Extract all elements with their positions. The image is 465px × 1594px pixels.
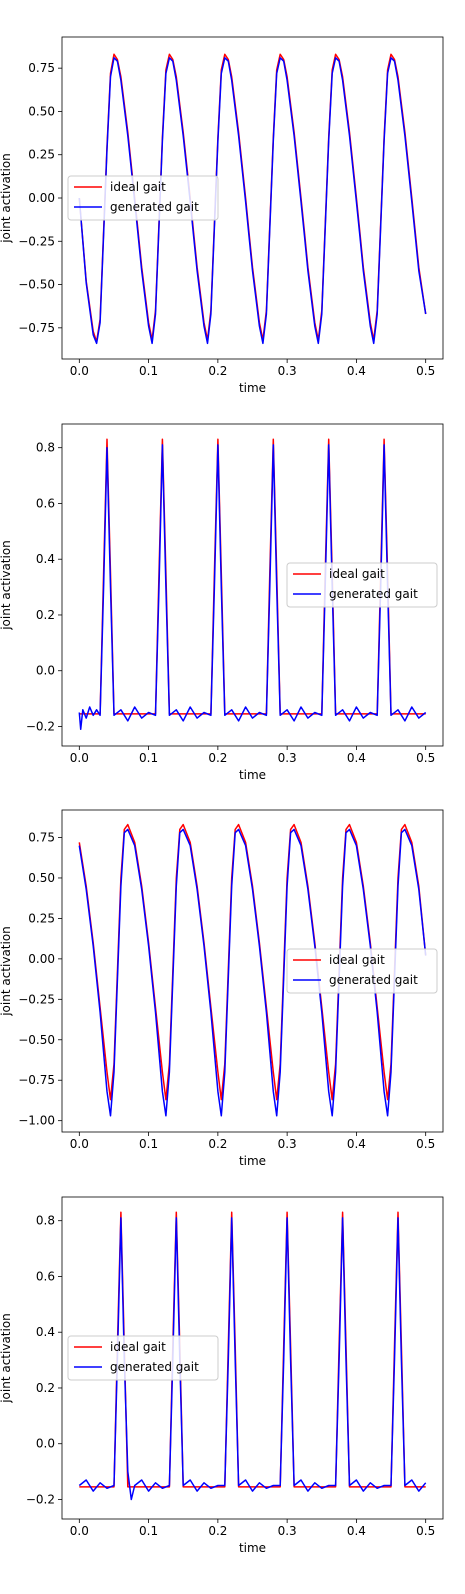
y-tick-label: 0.75: [28, 831, 55, 845]
y-tick-label: 0.00: [28, 191, 55, 205]
x-tick-label: 0.2: [208, 364, 227, 378]
y-tick-label: 0.75: [28, 61, 55, 75]
x-tick-label: 0.1: [139, 1137, 158, 1151]
y-tick-label: −0.25: [18, 234, 55, 248]
y-axis-label: joint activation: [0, 1313, 13, 1404]
legend: ideal gait generated gait: [67, 175, 219, 221]
y-tick-label: 0.0: [36, 1437, 55, 1451]
x-tick-label: 0.3: [278, 751, 297, 765]
chart-panel-4: 0.0 0.1 0.2 0.3 0.4 0.5 0.8 0.6 0.4 0.2 0.0 −0.2 tim…: [0, 1196, 444, 1555]
axes-frame: [61, 809, 444, 1133]
x-tick-label: 0.5: [416, 751, 435, 765]
y-tick-label: −0.50: [18, 278, 55, 292]
x-tick-label: 0.3: [278, 1524, 297, 1538]
y-axis-label: joint activation: [0, 153, 13, 244]
legend-label-generated: generated gait: [329, 587, 418, 601]
x-tick-label: 0.5: [416, 1137, 435, 1151]
y-tick-label: 0.4: [36, 1325, 55, 1339]
y-tick-label: 0.8: [36, 441, 55, 455]
x-tick-label: 0.3: [278, 364, 297, 378]
series-line-generated: [78, 828, 427, 1117]
y-tick-label: 0.2: [36, 1381, 55, 1395]
y-tick-label: −0.25: [18, 992, 55, 1006]
y-tick-label: −1.00: [18, 1114, 55, 1128]
x-tick-label: 0.1: [139, 364, 158, 378]
chart-panel-1: 0.0 0.1 0.2 0.3 0.4 0.5 0.75 0.50 0.25 0.00 −0.25 −…: [0, 36, 444, 395]
legend-label-ideal: ideal gait: [329, 953, 385, 967]
x-tick-label: 0.0: [70, 364, 89, 378]
y-tick-label: 0.6: [36, 496, 55, 510]
x-axis-label: time: [239, 1541, 266, 1555]
x-tick-label: 0.2: [208, 1137, 227, 1151]
legend: ideal gait generated gait: [286, 948, 438, 994]
legend: ideal gait generated gait: [286, 562, 438, 608]
legend-box: [67, 1335, 219, 1381]
y-tick-label: −0.2: [26, 1492, 55, 1506]
legend: ideal gait generated gait: [67, 1335, 219, 1381]
y-tick-label: 0.2: [36, 608, 55, 622]
y-axis-label: joint activation: [0, 540, 13, 631]
y-tick-label: 0.25: [28, 911, 55, 925]
x-tick-label: 0.5: [416, 1524, 435, 1538]
x-tick-label: 0.0: [70, 751, 89, 765]
series-line-generated: [78, 57, 427, 345]
x-tick-label: 0.1: [139, 751, 158, 765]
x-tick-label: 0.4: [347, 364, 366, 378]
legend-box: [286, 948, 438, 994]
series-line-generated: [78, 444, 427, 731]
x-axis-label: time: [239, 768, 266, 782]
x-tick-label: 0.2: [208, 1524, 227, 1538]
legend-box: [286, 562, 438, 608]
y-tick-label: 0.4: [36, 552, 55, 566]
legend-box: [67, 175, 219, 221]
x-tick-label: 0.4: [347, 1137, 366, 1151]
series-line-generated: [78, 1217, 427, 1501]
x-tick-label: 0.4: [347, 1524, 366, 1538]
y-tick-label: 0.6: [36, 1269, 55, 1283]
legend-label-generated: generated gait: [110, 200, 199, 214]
y-tick-label: 0.00: [28, 952, 55, 966]
x-tick-label: 0.3: [278, 1137, 297, 1151]
y-axis-label: joint activation: [0, 926, 13, 1017]
x-axis-label: time: [239, 1154, 266, 1168]
axes-frame: [61, 423, 444, 747]
legend-label-generated: generated gait: [110, 1360, 199, 1374]
y-tick-label: 0.50: [28, 104, 55, 118]
y-tick-label: −0.2: [26, 719, 55, 733]
series-line-ideal: [79, 438, 426, 715]
x-tick-label: 0.2: [208, 751, 227, 765]
chart-panel-3: 0.0 0.1 0.2 0.3 0.4 0.5 0.75 0.50 0.25 0.00 −0.25 −…: [0, 809, 444, 1168]
y-tick-label: 0.0: [36, 664, 55, 678]
y-tick-label: −0.50: [18, 1033, 55, 1047]
x-tick-label: 0.4: [347, 751, 366, 765]
chart-panel-2: 0.0 0.1 0.2 0.3 0.4 0.5 0.8 0.6 0.4 0.2 0.0 −0.2 tim…: [0, 423, 444, 782]
legend-label-ideal: ideal gait: [110, 180, 166, 194]
y-tick-label: 0.8: [36, 1214, 55, 1228]
x-tick-label: 0.1: [139, 1524, 158, 1538]
axes-frame: [61, 1196, 444, 1520]
y-tick-label: −0.75: [18, 1073, 55, 1087]
legend-label-generated: generated gait: [329, 973, 418, 987]
legend-label-ideal: ideal gait: [329, 567, 385, 581]
x-tick-label: 0.0: [70, 1524, 89, 1538]
y-tick-label: 0.25: [28, 148, 55, 162]
legend-label-ideal: ideal gait: [110, 1340, 166, 1354]
y-tick-label: 0.50: [28, 871, 55, 885]
y-tick-label: −0.75: [18, 321, 55, 335]
x-axis-label: time: [239, 381, 266, 395]
x-tick-label: 0.5: [416, 364, 435, 378]
x-tick-label: 0.0: [70, 1137, 89, 1151]
